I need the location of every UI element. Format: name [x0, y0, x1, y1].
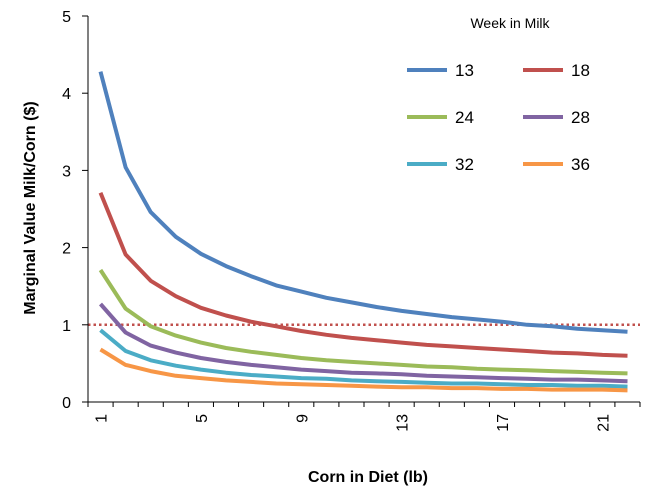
legend-label-24: 24	[455, 108, 474, 127]
legend-label-13: 13	[455, 61, 474, 80]
legend: Week in Milk 13 18 24 28 32 36	[407, 15, 590, 174]
series-line-32	[99, 328, 628, 389]
x-tick-label: 13	[395, 414, 412, 432]
x-tick-label: 9	[294, 414, 311, 423]
y-tick-label: 4	[62, 86, 71, 103]
legend-label-18: 18	[571, 61, 590, 80]
legend-label-28: 28	[571, 108, 590, 127]
legend-label-32: 32	[455, 155, 474, 174]
series-line-18	[98, 192, 628, 358]
y-tick-label: 5	[62, 9, 71, 26]
series-line-24	[98, 268, 628, 376]
series-layer	[98, 71, 628, 393]
legend-title: Week in Milk	[470, 15, 550, 31]
y-axis-title: Marginal Value Milk/Corn ($)	[22, 101, 39, 314]
series-line-13	[98, 71, 628, 334]
y-tick-label: 0	[62, 395, 71, 412]
y-tick-label: 2	[62, 241, 71, 258]
x-axis-title: Corn in Diet (lb)	[308, 469, 428, 486]
axes-layer: 0 1 2 3 4 5 1 5 9 13 17 21	[62, 9, 641, 432]
series-line-36	[99, 347, 628, 393]
x-tick-label: 1	[94, 414, 111, 423]
y-tick-label: 1	[62, 318, 71, 335]
x-tick-label: 21	[595, 414, 612, 432]
x-tick-label: 17	[495, 414, 512, 432]
x-tick-label: 5	[194, 414, 211, 423]
legend-label-36: 36	[571, 155, 590, 174]
y-tick-label: 3	[62, 163, 71, 180]
series-line-28	[98, 302, 628, 384]
